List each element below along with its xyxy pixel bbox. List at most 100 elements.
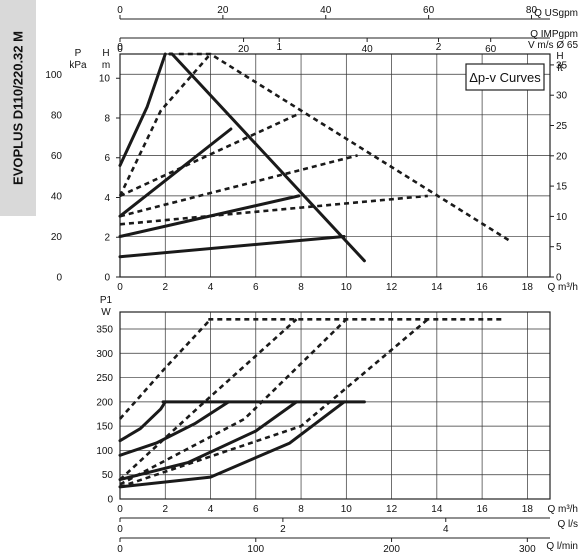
tick-label-watts: 50 bbox=[102, 470, 114, 481]
chart-title: Δp-v Curves bbox=[469, 70, 541, 85]
tick-label-ft: 10 bbox=[556, 212, 568, 223]
tick-label-watts: 300 bbox=[96, 349, 113, 360]
tick-label-q-m3h: 8 bbox=[298, 282, 304, 293]
tick-label-q-m3h: 18 bbox=[522, 282, 534, 293]
series-line-dashed-9 bbox=[119, 154, 358, 218]
secondary-axis-tick-label: 60 bbox=[423, 5, 435, 16]
tick-label-ft: 0 bbox=[556, 273, 562, 284]
axis-label-velocity: V m/s Ø 65 bbox=[528, 40, 578, 51]
tick-label-q-m3h-bottom: 8 bbox=[298, 504, 304, 515]
tick-label-q-m3h: 14 bbox=[431, 282, 443, 293]
series-line-solid-4 bbox=[118, 194, 301, 238]
secondary-axis-tick-label: 2 bbox=[280, 524, 286, 535]
series-line-solid-1 bbox=[168, 52, 366, 263]
head-series bbox=[118, 52, 510, 263]
axis-label-p1-unit: W bbox=[101, 307, 111, 318]
secondary-axis-tick-label: 60 bbox=[485, 44, 497, 55]
tick-label-kpa: 100 bbox=[45, 70, 62, 81]
tick-label-q-m3h: 4 bbox=[208, 282, 214, 293]
secondary-axis-tick-label: 200 bbox=[383, 544, 400, 555]
tick-label-kpa: 40 bbox=[51, 191, 63, 202]
tick-label-m: 2 bbox=[104, 233, 110, 244]
series-line-dashed-10 bbox=[119, 318, 429, 489]
tick-label-q-m3h: 12 bbox=[386, 282, 398, 293]
tick-label-q-m3h: 10 bbox=[341, 282, 353, 293]
velocity-tick-label: 1 bbox=[276, 42, 282, 53]
tick-label-watts: 250 bbox=[96, 373, 113, 384]
tick-label-watts: 100 bbox=[96, 446, 113, 457]
secondary-axis-label: Q USgpm bbox=[534, 8, 578, 19]
axis-label-q-m3h: Q m³/h bbox=[547, 282, 578, 293]
tick-label-ft: 30 bbox=[556, 91, 568, 102]
tick-label-q-m3h-bottom: 12 bbox=[386, 504, 398, 515]
series-line-dashed-6 bbox=[178, 52, 510, 242]
series-line-dashed-7 bbox=[118, 53, 212, 197]
chart-title-frame bbox=[465, 63, 545, 91]
series-line-solid-3 bbox=[118, 400, 231, 457]
tick-label-watts: 150 bbox=[96, 422, 113, 433]
tick-label-q-m3h-bottom: 14 bbox=[431, 504, 443, 515]
tick-label-m: 4 bbox=[104, 193, 110, 204]
series-line-solid-4 bbox=[118, 400, 298, 482]
secondary-axis-tick-label: 300 bbox=[519, 544, 536, 555]
series-line-dashed-7 bbox=[119, 318, 212, 420]
tick-label-q-m3h: 16 bbox=[477, 282, 489, 293]
tick-label-q-m3h-bottom: 2 bbox=[162, 504, 168, 515]
tick-label-watts: 0 bbox=[107, 495, 113, 506]
secondary-axis-label: Q l/s bbox=[557, 519, 578, 530]
series-line-solid-5 bbox=[118, 400, 346, 489]
secondary-axis-tick-label: 0 bbox=[117, 524, 123, 535]
velocity-tick-label: 0 bbox=[117, 42, 123, 53]
series-line-solid-2 bbox=[118, 400, 167, 443]
tick-label-kpa: 0 bbox=[56, 273, 62, 284]
series-line-dashed-8 bbox=[119, 318, 298, 481]
tick-label-q-m3h-bottom: 6 bbox=[253, 504, 259, 515]
tick-label-watts: 200 bbox=[96, 397, 113, 408]
series-line-dashed-10 bbox=[119, 194, 428, 226]
axis-label-q-m3h-bottom: Q m³/h bbox=[547, 504, 578, 515]
tick-label-m: 6 bbox=[104, 153, 110, 164]
secondary-axis-tick-label: 0 bbox=[117, 5, 123, 16]
secondary-axis-label: Q l/min bbox=[546, 541, 578, 552]
tick-label-ft: 35 bbox=[556, 60, 568, 71]
secondary-axis-tick-label: 100 bbox=[247, 544, 264, 555]
secondary-axis-tick-label: 4 bbox=[443, 524, 449, 535]
secondary-axis-tick-label: 0 bbox=[117, 44, 123, 55]
power-grid bbox=[119, 311, 551, 500]
secondary-axis-tick-label: 0 bbox=[117, 544, 123, 555]
secondary-axis-tick-label: 20 bbox=[217, 5, 229, 16]
tick-label-m: 8 bbox=[104, 113, 110, 124]
side-title-band: EVOPLUS D110/220.32 M bbox=[0, 0, 36, 216]
tick-label-watts: 350 bbox=[96, 325, 113, 336]
tick-label-q-m3h: 0 bbox=[117, 282, 123, 293]
series-line-dashed-9 bbox=[119, 318, 348, 486]
series-line-solid-2 bbox=[118, 52, 167, 167]
tick-label-kpa: 20 bbox=[51, 232, 63, 243]
secondary-axis-label: Q IMPgpm bbox=[530, 29, 578, 40]
tick-label-ft: 15 bbox=[556, 182, 568, 193]
tick-label-ft: 25 bbox=[556, 121, 568, 132]
tick-label-q-m3h: 2 bbox=[162, 282, 168, 293]
tick-label-q-m3h-bottom: 16 bbox=[477, 504, 489, 515]
secondary-axis-tick-label: 40 bbox=[320, 5, 332, 16]
tick-label-kpa: 80 bbox=[51, 110, 63, 121]
tick-label-q-m3h-bottom: 18 bbox=[522, 504, 534, 515]
series-line-solid-5 bbox=[118, 235, 346, 259]
plot-frame bbox=[119, 311, 551, 500]
tick-label-ft: 20 bbox=[556, 151, 568, 162]
secondary-axis-tick-label: 40 bbox=[362, 44, 374, 55]
series-line-solid-3 bbox=[118, 127, 233, 218]
tick-label-ft: 5 bbox=[556, 242, 562, 253]
axis-label-m-unit: m bbox=[102, 60, 110, 71]
velocity-tick-label: 2 bbox=[436, 42, 442, 53]
axis-label-ft-unit: ft bbox=[557, 63, 563, 74]
tick-label-q-m3h: 6 bbox=[253, 282, 259, 293]
power-series bbox=[118, 317, 505, 489]
tick-label-q-m3h-bottom: 4 bbox=[208, 504, 214, 515]
axis-label-ft-symbol: H bbox=[556, 51, 563, 62]
